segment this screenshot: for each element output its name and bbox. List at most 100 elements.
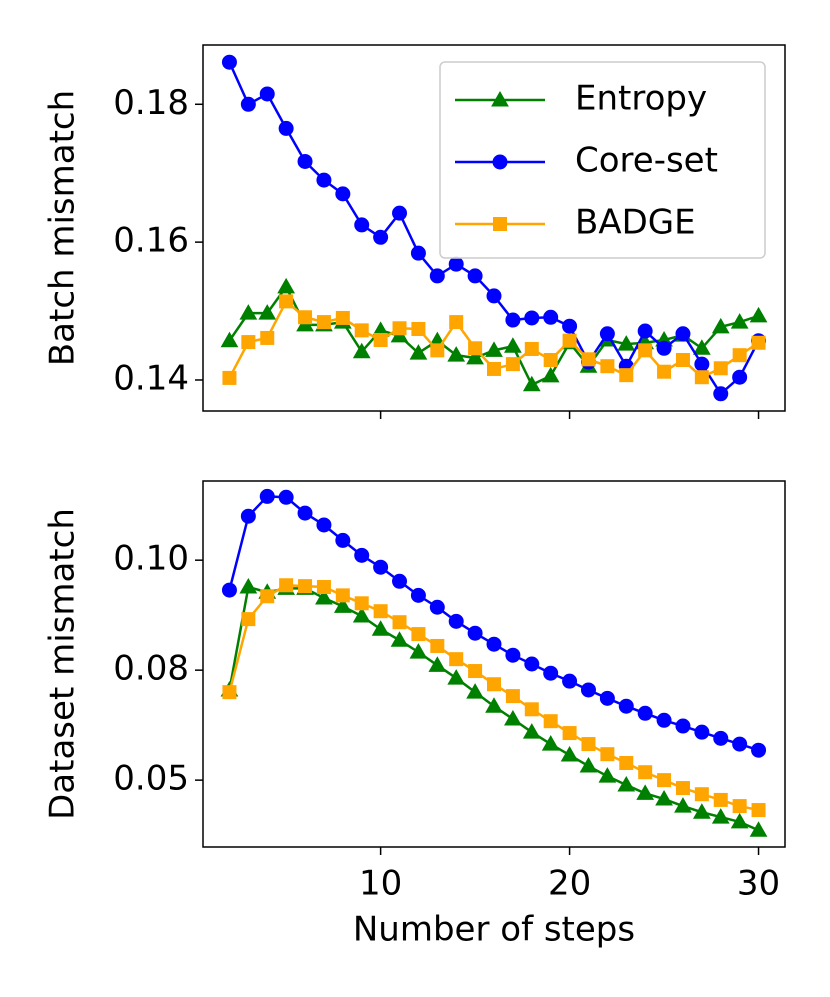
data-point [599, 326, 615, 342]
data-point [524, 310, 540, 326]
data-point [466, 683, 484, 699]
data-point [711, 808, 730, 824]
y-tick-label: 0.08 [113, 649, 189, 689]
data-point [657, 773, 672, 788]
data-point [373, 604, 388, 619]
data-point [543, 309, 559, 325]
data-point [409, 344, 428, 360]
data-point [617, 335, 636, 351]
data-point [241, 335, 256, 350]
data-point [428, 656, 447, 672]
data-point [619, 755, 634, 770]
data-point [447, 669, 466, 685]
data-point [692, 339, 711, 355]
data-point [487, 677, 501, 692]
data-point [354, 547, 370, 563]
data-point [410, 587, 426, 603]
data-point [279, 578, 294, 593]
data-point [751, 803, 766, 818]
legend-box [439, 61, 766, 259]
data-point [524, 341, 539, 356]
y-tick-label: 0.18 [113, 83, 189, 123]
data-point [713, 792, 728, 807]
data-point [730, 812, 749, 829]
data-point [335, 310, 350, 325]
data-point [675, 326, 691, 342]
data-point [581, 737, 596, 752]
data-point [448, 256, 464, 272]
data-point [713, 361, 728, 376]
data-point [732, 799, 747, 814]
data-point [430, 638, 445, 653]
data-point [562, 333, 577, 348]
legend-label: Entropy [575, 79, 707, 119]
plot-frame [202, 480, 786, 848]
data-point [505, 647, 521, 663]
data-point [505, 312, 521, 328]
legend-marker [493, 217, 507, 231]
data-point [524, 656, 540, 672]
y-axis-label: Dataset mismatch [43, 508, 83, 820]
data-point [447, 346, 466, 362]
data-point [656, 340, 672, 356]
data-point [598, 767, 617, 783]
data-point [220, 331, 239, 348]
data-point [713, 386, 729, 402]
data-point [259, 86, 275, 102]
data-point [522, 375, 541, 392]
data-point [600, 359, 615, 374]
data-point [239, 578, 258, 594]
x-axis-label: Number of steps [353, 910, 635, 950]
data-point [259, 488, 275, 504]
data-point [352, 607, 371, 623]
data-point [619, 368, 634, 383]
data-point [543, 352, 558, 367]
data-point [675, 718, 691, 734]
data-point [430, 343, 445, 358]
data-point [335, 186, 351, 202]
data-point [599, 690, 615, 706]
data-point [713, 730, 729, 746]
plot-frame [202, 44, 786, 412]
data-point [562, 673, 578, 689]
data-point [505, 357, 520, 372]
data-point [316, 172, 332, 188]
data-point [711, 317, 730, 334]
data-point [541, 735, 560, 751]
data-point [749, 306, 768, 323]
data-point [410, 245, 426, 261]
data-point [541, 366, 560, 383]
data-point [694, 787, 709, 802]
data-point [485, 341, 503, 357]
data-point [732, 348, 747, 363]
data-point [258, 304, 277, 320]
data-point [486, 288, 502, 304]
data-point [411, 627, 426, 642]
data-point [221, 54, 237, 70]
data-point [638, 343, 653, 358]
data-point [239, 304, 258, 320]
data-point [298, 310, 313, 325]
data-point [579, 757, 598, 773]
y-axis-label: Batch mismatch [43, 90, 83, 366]
data-point [297, 505, 313, 521]
y-tick-label: 0.05 [113, 759, 189, 799]
data-point [580, 682, 596, 698]
data-point [656, 712, 672, 728]
data-point [732, 736, 748, 752]
data-point [636, 784, 655, 800]
data-point [278, 120, 294, 136]
data-point [751, 742, 767, 758]
data-point [449, 652, 464, 667]
data-point [354, 323, 369, 338]
data-point [617, 775, 636, 792]
data-point [486, 636, 502, 652]
data-point [468, 664, 483, 679]
data-point [221, 582, 237, 598]
data-point [694, 724, 710, 740]
data-point [241, 612, 256, 627]
data-point [655, 790, 673, 806]
data-point [222, 370, 237, 385]
data-point [657, 364, 672, 379]
data-point [411, 321, 426, 336]
